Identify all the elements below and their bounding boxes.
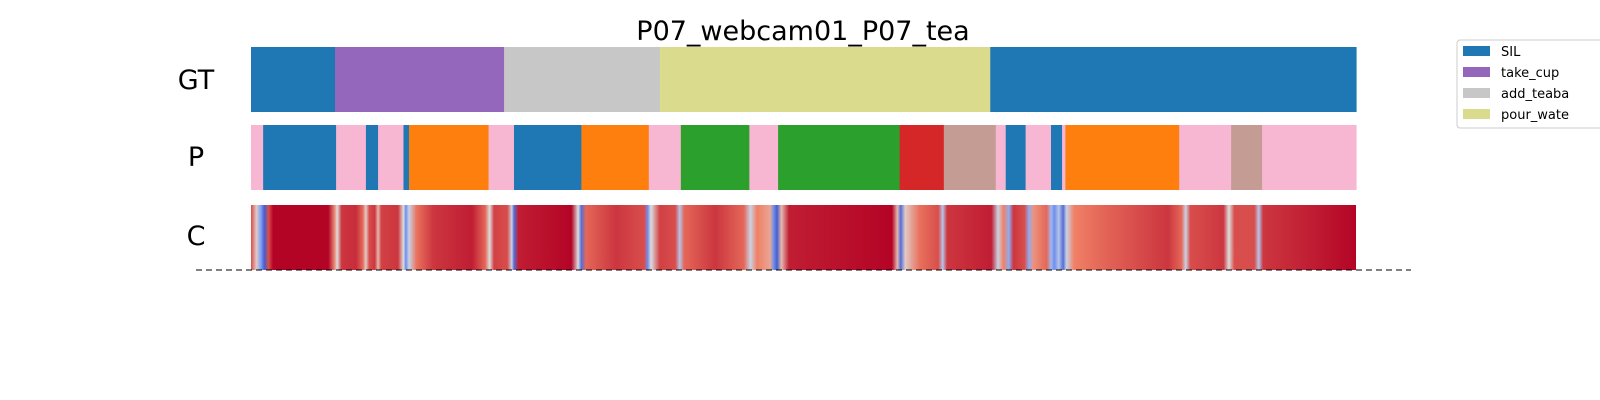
gt-segment-4 [990, 47, 1357, 112]
pred-segment-24 [1262, 125, 1357, 190]
prediction-row [251, 125, 1357, 190]
pred-segment-20 [1062, 125, 1066, 190]
pred-segment-10 [648, 125, 682, 190]
gt-segment-3 [659, 47, 991, 112]
chart-title: P07_webcam01_P07_tea [636, 16, 969, 47]
pred-segment-13 [778, 125, 901, 190]
pred-segment-17 [1005, 125, 1027, 190]
pred-segment-16 [995, 125, 1007, 190]
pred-segment-21 [1065, 125, 1180, 190]
row-label-gt: GT [178, 65, 215, 96]
ground-truth-row [251, 47, 1357, 112]
pred-segment-22 [1179, 125, 1232, 190]
confidence-row [251, 205, 1356, 270]
legend: SIL take_cup add_teaba pour_wate [1456, 39, 1600, 129]
legend-label-pour-water: pour_wate [1501, 108, 1569, 123]
pred-segment-8 [513, 125, 582, 190]
pred-segment-18 [1025, 125, 1052, 190]
pred-segment-23 [1231, 125, 1263, 190]
pred-segment-7 [488, 125, 515, 190]
gt-segment-2 [504, 47, 661, 112]
legend-swatch-sil [1463, 46, 1490, 56]
legend-label-take-cup: take_cup [1501, 66, 1559, 81]
legend-swatch-take-cup [1463, 67, 1490, 77]
row-label-c: C [187, 221, 206, 252]
legend-label-add-teabag: add_teaba [1501, 87, 1569, 102]
row-label-p: P [188, 142, 204, 173]
pred-segment-3 [365, 125, 379, 190]
pred-segment-0 [251, 125, 264, 190]
pred-segment-12 [749, 125, 779, 190]
pred-segment-2 [336, 125, 367, 190]
pred-segment-19 [1051, 125, 1063, 190]
pred-segment-9 [581, 125, 650, 190]
pred-segment-15 [943, 125, 997, 190]
pred-segment-5 [403, 125, 410, 190]
legend-frame [1456, 39, 1600, 129]
legend-label-sil: SIL [1501, 45, 1521, 60]
pred-segment-4 [378, 125, 405, 190]
pred-segment-1 [263, 125, 337, 190]
pred-segment-14 [899, 125, 945, 190]
legend-swatch-pour-water [1463, 109, 1490, 119]
legend-swatch-add-teabag [1463, 88, 1490, 98]
gt-segment-0 [251, 47, 336, 112]
pred-segment-11 [680, 125, 750, 190]
pred-segment-6 [409, 125, 490, 190]
gt-segment-1 [334, 47, 505, 112]
